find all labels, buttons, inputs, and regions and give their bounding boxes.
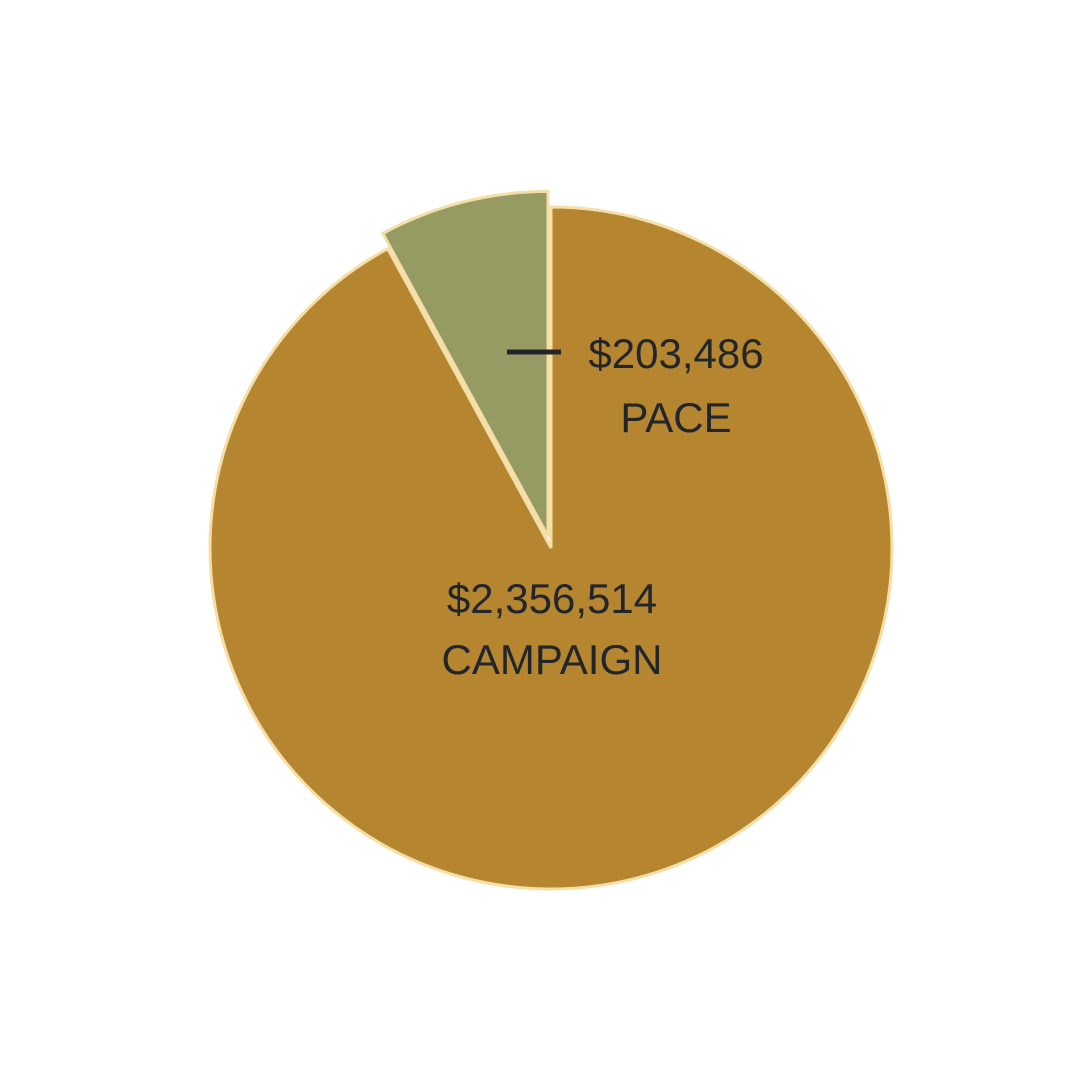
pie-slice xyxy=(208,205,894,891)
value-label: $203,486 xyxy=(588,330,763,377)
category-label: PACE xyxy=(620,394,731,441)
pie-slice xyxy=(380,189,550,538)
category-label: CAMPAIGN xyxy=(442,636,663,683)
value-label: $2,356,514 xyxy=(447,575,657,622)
